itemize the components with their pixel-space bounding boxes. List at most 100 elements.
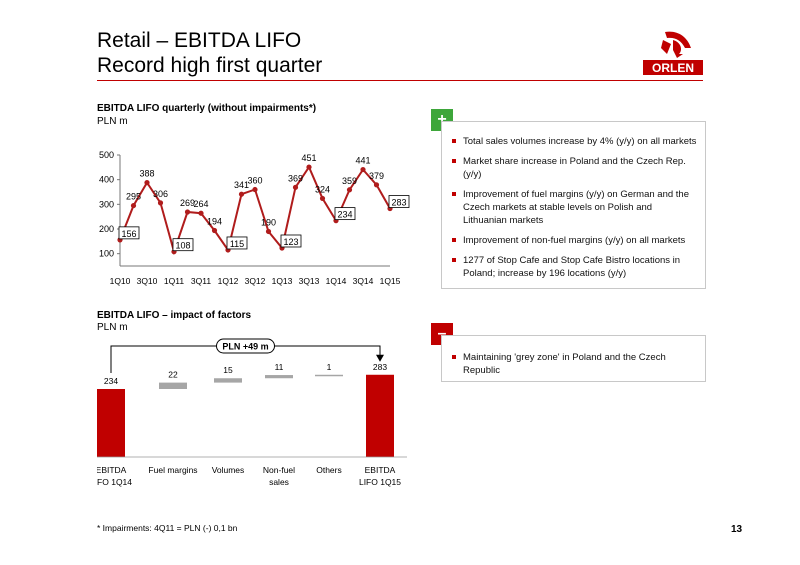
bar-value-label: 11 [275, 362, 284, 372]
bar-value-label: 22 [168, 370, 178, 380]
arrow-head-icon [376, 354, 384, 362]
data-label: 108 [175, 241, 190, 251]
waterfall-chart-title: EBITDA LIFO – impact of factors [97, 310, 252, 321]
slide-title-line1: Retail – EBITDA LIFO [97, 29, 302, 52]
bar-value-label: 15 [223, 365, 233, 375]
y-tick-label: 100 [99, 249, 114, 259]
x-tick-label: 3Q12 [245, 276, 266, 286]
line-chart-unit: PLN m [97, 116, 128, 127]
data-label-box [226, 236, 248, 250]
data-label: 234 [337, 210, 352, 220]
orlen-logo: ORLEN [643, 31, 703, 75]
bullet-icon [452, 355, 456, 359]
data-point [144, 180, 150, 186]
list-item: 1277 of Stop Cafe and Stop Cafe Bistro l… [450, 254, 697, 280]
logo-banner [643, 60, 703, 75]
x-tick-label: 1Q12 [218, 276, 239, 286]
data-label-box [172, 238, 194, 252]
negative-factors-list: Maintaining 'grey zone' in Poland and th… [442, 336, 705, 377]
bar-value-label: 283 [373, 362, 387, 372]
total-bar [97, 389, 125, 457]
data-point [130, 202, 137, 209]
annotation-pill [216, 338, 275, 354]
footnote: * Impairments: 4Q11 = PLN (-) 0,1 bn [97, 523, 238, 533]
x-tick-label: 1Q11 [164, 276, 184, 286]
data-label: 379 [369, 171, 384, 181]
data-point [292, 184, 299, 190]
x-tick-label: 3Q11 [191, 276, 211, 286]
bullet-icon [452, 139, 456, 143]
y-tick-label: 200 [99, 224, 114, 234]
data-label: 190 [261, 217, 276, 227]
x-tick-label: 3Q14 [353, 276, 374, 286]
line-chart-title: EBITDA LIFO quarterly (without impairmen… [97, 103, 317, 114]
data-label: 123 [283, 237, 298, 247]
category-label: Fuel margins [148, 465, 197, 475]
data-point [346, 187, 353, 193]
orlen-eagle-icon [661, 31, 691, 58]
list-item: Total sales volumes increase by 4% (y/y)… [450, 135, 697, 148]
data-label: 194 [207, 216, 222, 226]
delta-bar [214, 378, 242, 383]
data-point [157, 200, 164, 206]
list-item: Improvement of non-fuel margins (y/y) on… [450, 234, 697, 247]
data-point [198, 210, 204, 216]
line-chart: 100 200 300 400 500 1Q10 3Q10 1Q11 3Q11 1Q12 3Q12 1… [99, 150, 410, 286]
bullet-icon [452, 159, 456, 163]
x-tick-label: 3Q10 [137, 276, 158, 286]
data-label: 324 [315, 184, 330, 194]
bar-value-label: 1 [327, 362, 332, 372]
data-label: 451 [301, 153, 316, 163]
data-label: 264 [193, 199, 208, 209]
data-point [360, 166, 366, 173]
annotation-label: PLN +49 m [222, 342, 268, 352]
bullet-icon [452, 192, 456, 196]
data-label: 359 [342, 176, 357, 186]
data-label-box [280, 234, 302, 248]
category-label: LIFO 1Q15 [359, 477, 401, 487]
negative-factors-box: Maintaining 'grey zone' in Poland and th… [441, 335, 706, 382]
category-label: LIFO 1Q14 [97, 477, 132, 487]
data-label: 269 [180, 198, 195, 208]
x-tick-label: 1Q10 [110, 276, 131, 286]
data-label: 360 [247, 176, 262, 186]
positive-factors-box: Total sales volumes increase by 4% (y/y)… [441, 121, 706, 289]
category-label: Non-fuel [263, 465, 295, 475]
data-point [265, 228, 272, 235]
category-label: Others [316, 465, 342, 475]
slide-title: Retail – EBITDA LIFO Record high first q… [97, 28, 322, 78]
data-label: 156 [121, 229, 136, 239]
data-label: 369 [288, 173, 303, 183]
data-point [211, 227, 218, 234]
data-label: 115 [230, 239, 244, 249]
waterfall-chart-unit: PLN m [97, 322, 128, 333]
data-label-box [334, 207, 356, 221]
title-divider [97, 80, 703, 81]
category-label: EBITDA [97, 465, 127, 475]
data-label: 441 [355, 156, 370, 166]
slide-title-line2: Record high first quarter [97, 54, 323, 77]
y-tick-label: 400 [99, 175, 114, 185]
data-point [184, 209, 191, 215]
delta-bar [159, 382, 187, 389]
data-point [373, 182, 380, 188]
data-label: 283 [391, 198, 406, 208]
x-tick-label: 3Q13 [299, 276, 320, 286]
data-label: 341 [234, 180, 249, 190]
bullet-icon [452, 238, 456, 242]
data-label: 306 [153, 189, 168, 199]
delta-bar [265, 375, 293, 379]
page-number: 13 [731, 524, 743, 535]
data-label: 295 [126, 192, 141, 202]
data-label-box [388, 195, 410, 208]
x-tick-label: 1Q13 [272, 276, 293, 286]
data-point [252, 186, 258, 193]
category-label: Volumes [212, 465, 245, 475]
data-label-box [118, 226, 140, 240]
data-point [319, 195, 326, 202]
x-tick-label: 1Q15 [380, 276, 401, 286]
category-label: EBITDA [365, 465, 396, 475]
logo-text: ORLEN [652, 61, 694, 75]
data-point [238, 191, 245, 197]
